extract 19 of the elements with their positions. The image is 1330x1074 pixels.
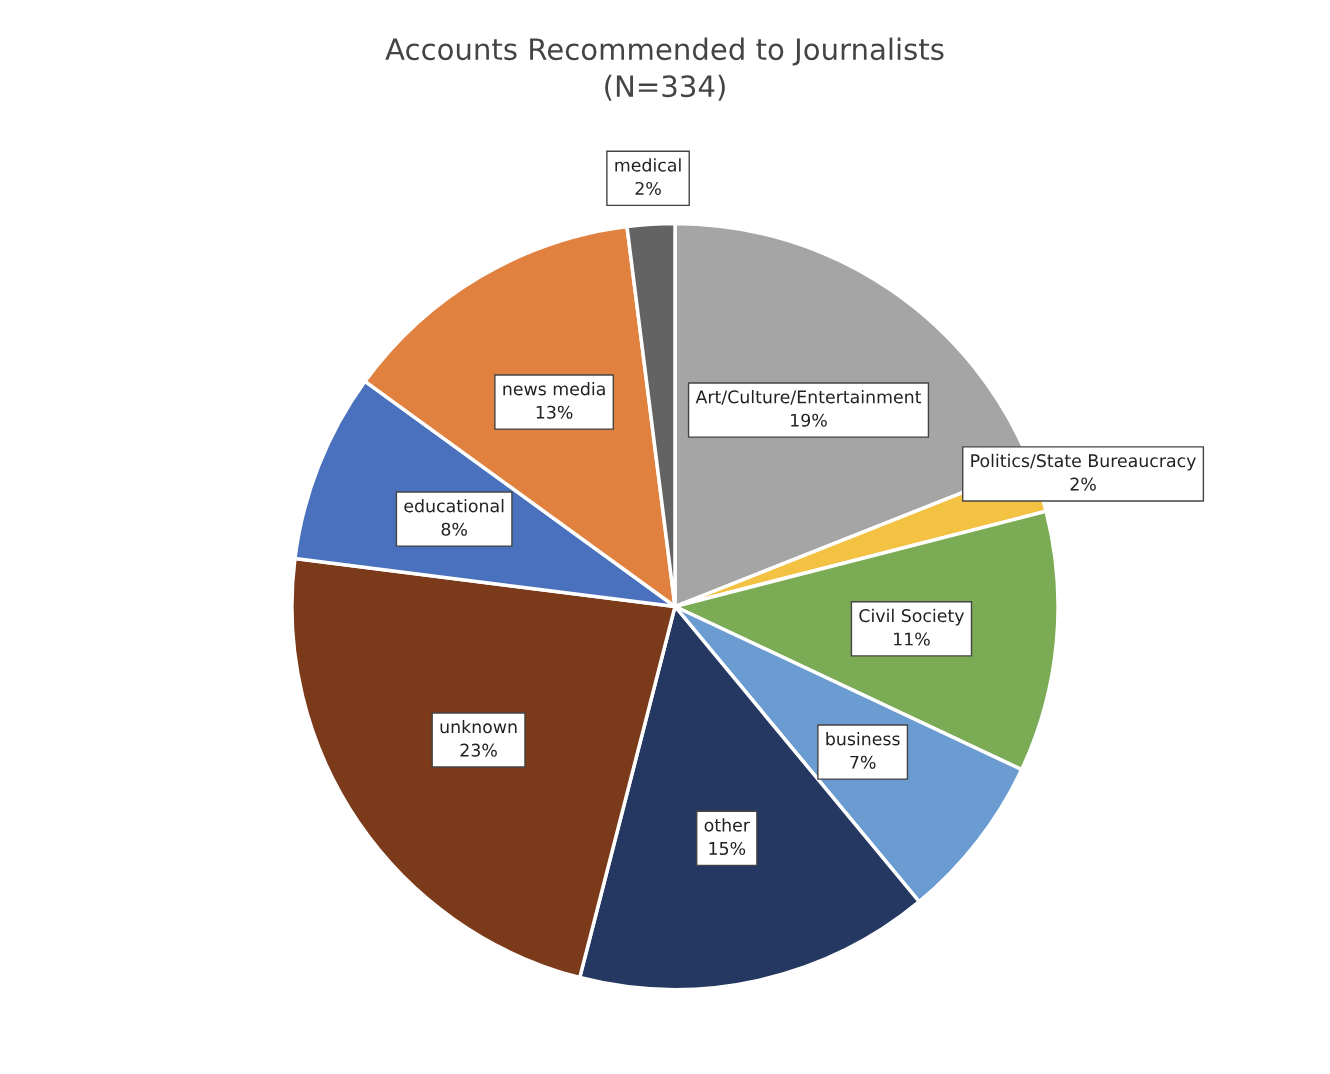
chart-title: Accounts Recommended to Journalists (N=334): [385, 37, 944, 101]
data-label: 23%: [460, 743, 497, 757]
slice-label: educational: [404, 498, 504, 513]
slice-label: Civil Society: [859, 608, 965, 626]
data-label: 19%: [791, 413, 827, 427]
data-label: 2%: [635, 181, 661, 196]
slice-label: news media: [503, 381, 605, 396]
data-label: 11%: [894, 632, 930, 646]
data-label: 13%: [536, 405, 573, 419]
data-label: 7%: [850, 755, 876, 769]
slice-label: unknown: [440, 719, 517, 734]
slice-label: business: [826, 731, 900, 746]
data-label: 15%: [709, 841, 746, 856]
data-label: 2%: [1070, 477, 1096, 491]
data-label: 8%: [441, 522, 467, 536]
slice-label: Art/Culture/Entertainment: [695, 389, 922, 405]
slice-label: other: [704, 818, 750, 832]
slice-label: Politics/State Bureaucracy: [971, 453, 1196, 471]
slice-label: medical: [615, 158, 681, 172]
